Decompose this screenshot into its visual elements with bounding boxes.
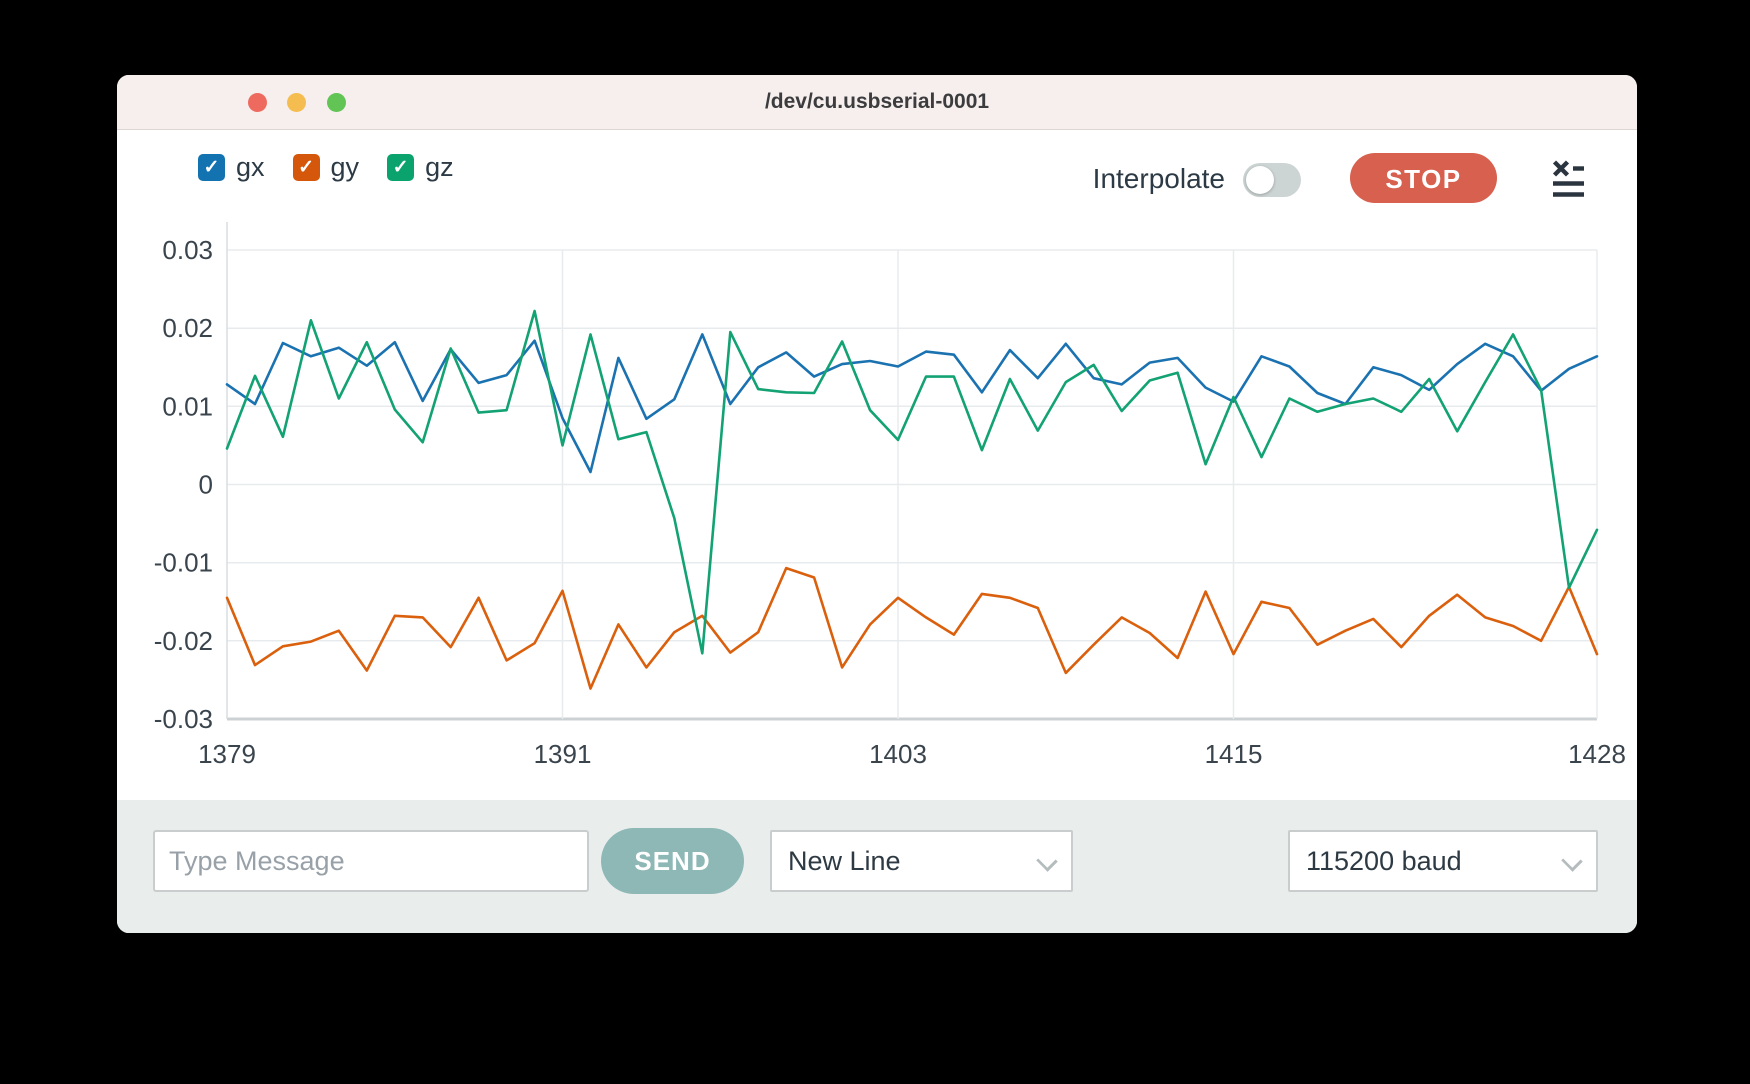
y-tick-label: -0.03 xyxy=(154,704,213,734)
window-title: /dev/cu.usbserial-0001 xyxy=(764,90,990,113)
checkbox-gx[interactable]: ✓ xyxy=(198,153,225,181)
y-tick-label: -0.02 xyxy=(154,626,213,656)
series-legend: ✓ gx ✓ gy ✓ gz xyxy=(198,153,454,181)
y-tick-label: 0 xyxy=(199,470,213,500)
y-tick-label: 0.03 xyxy=(162,235,213,265)
line-ending-select[interactable]: New Line xyxy=(770,830,1073,892)
chevron-down-icon xyxy=(1036,850,1058,872)
legend-item-gy: ✓ gy xyxy=(292,151,360,182)
checkbox-gy[interactable]: ✓ xyxy=(292,153,320,181)
line-ending-value: New Line xyxy=(788,846,901,876)
series-line-gx xyxy=(225,333,1599,474)
checkbox-gz[interactable]: ✓ xyxy=(387,153,415,181)
y-tick-label: 0.02 xyxy=(162,313,213,343)
series-line-gy xyxy=(225,566,1599,690)
message-input[interactable] xyxy=(153,830,589,892)
x-tick-label: 1415 xyxy=(1205,739,1263,769)
clear-list-icon xyxy=(1552,159,1584,197)
x-tick-label: 1379 xyxy=(198,739,256,769)
stop-button[interactable]: STOP xyxy=(1350,153,1497,203)
x-tick-label: 1391 xyxy=(534,739,592,769)
send-button[interactable]: SEND xyxy=(601,828,744,894)
toggle-knob xyxy=(1246,166,1274,194)
title-bar: /dev/cu.usbserial-0001 xyxy=(117,75,1637,130)
baud-rate-value: 115200 baud xyxy=(1306,846,1462,876)
app-window: /dev/cu.usbserial-0001 ✓ gx ✓ gy ✓ gz Interpo… xyxy=(117,75,1637,933)
series-line-gz xyxy=(225,309,1599,655)
chevron-down-icon xyxy=(1561,850,1583,872)
legend-label-gz: gz xyxy=(425,151,454,182)
zoom-button[interactable] xyxy=(327,93,346,112)
bottom-bar: SEND New Line 115200 baud xyxy=(117,800,1637,933)
legend-label-gy: gy xyxy=(330,151,360,182)
legend-label-gx: gx xyxy=(236,151,265,182)
interpolate-label: Interpolate xyxy=(1092,163,1225,194)
x-tick-label: 1428 xyxy=(1568,739,1626,769)
close-button[interactable] xyxy=(248,93,267,112)
x-tick-label: 1403 xyxy=(869,739,927,769)
legend-item-gz: ✓ gz xyxy=(387,153,454,181)
legend-item-gx: ✓ gx xyxy=(198,153,265,181)
y-tick-label: -0.01 xyxy=(154,548,213,578)
chart-canvas: 0.03 0.02 0.01 0 -0.01 -0.02 -0.03 1379 1391 1403… xyxy=(154,222,1626,769)
interpolate-toggle[interactable] xyxy=(1243,163,1301,197)
y-tick-label: 0.01 xyxy=(162,391,213,421)
clear-list-button[interactable] xyxy=(1549,157,1589,205)
minimize-button[interactable] xyxy=(287,93,306,112)
baud-rate-select[interactable]: 115200 baud xyxy=(1288,830,1598,892)
